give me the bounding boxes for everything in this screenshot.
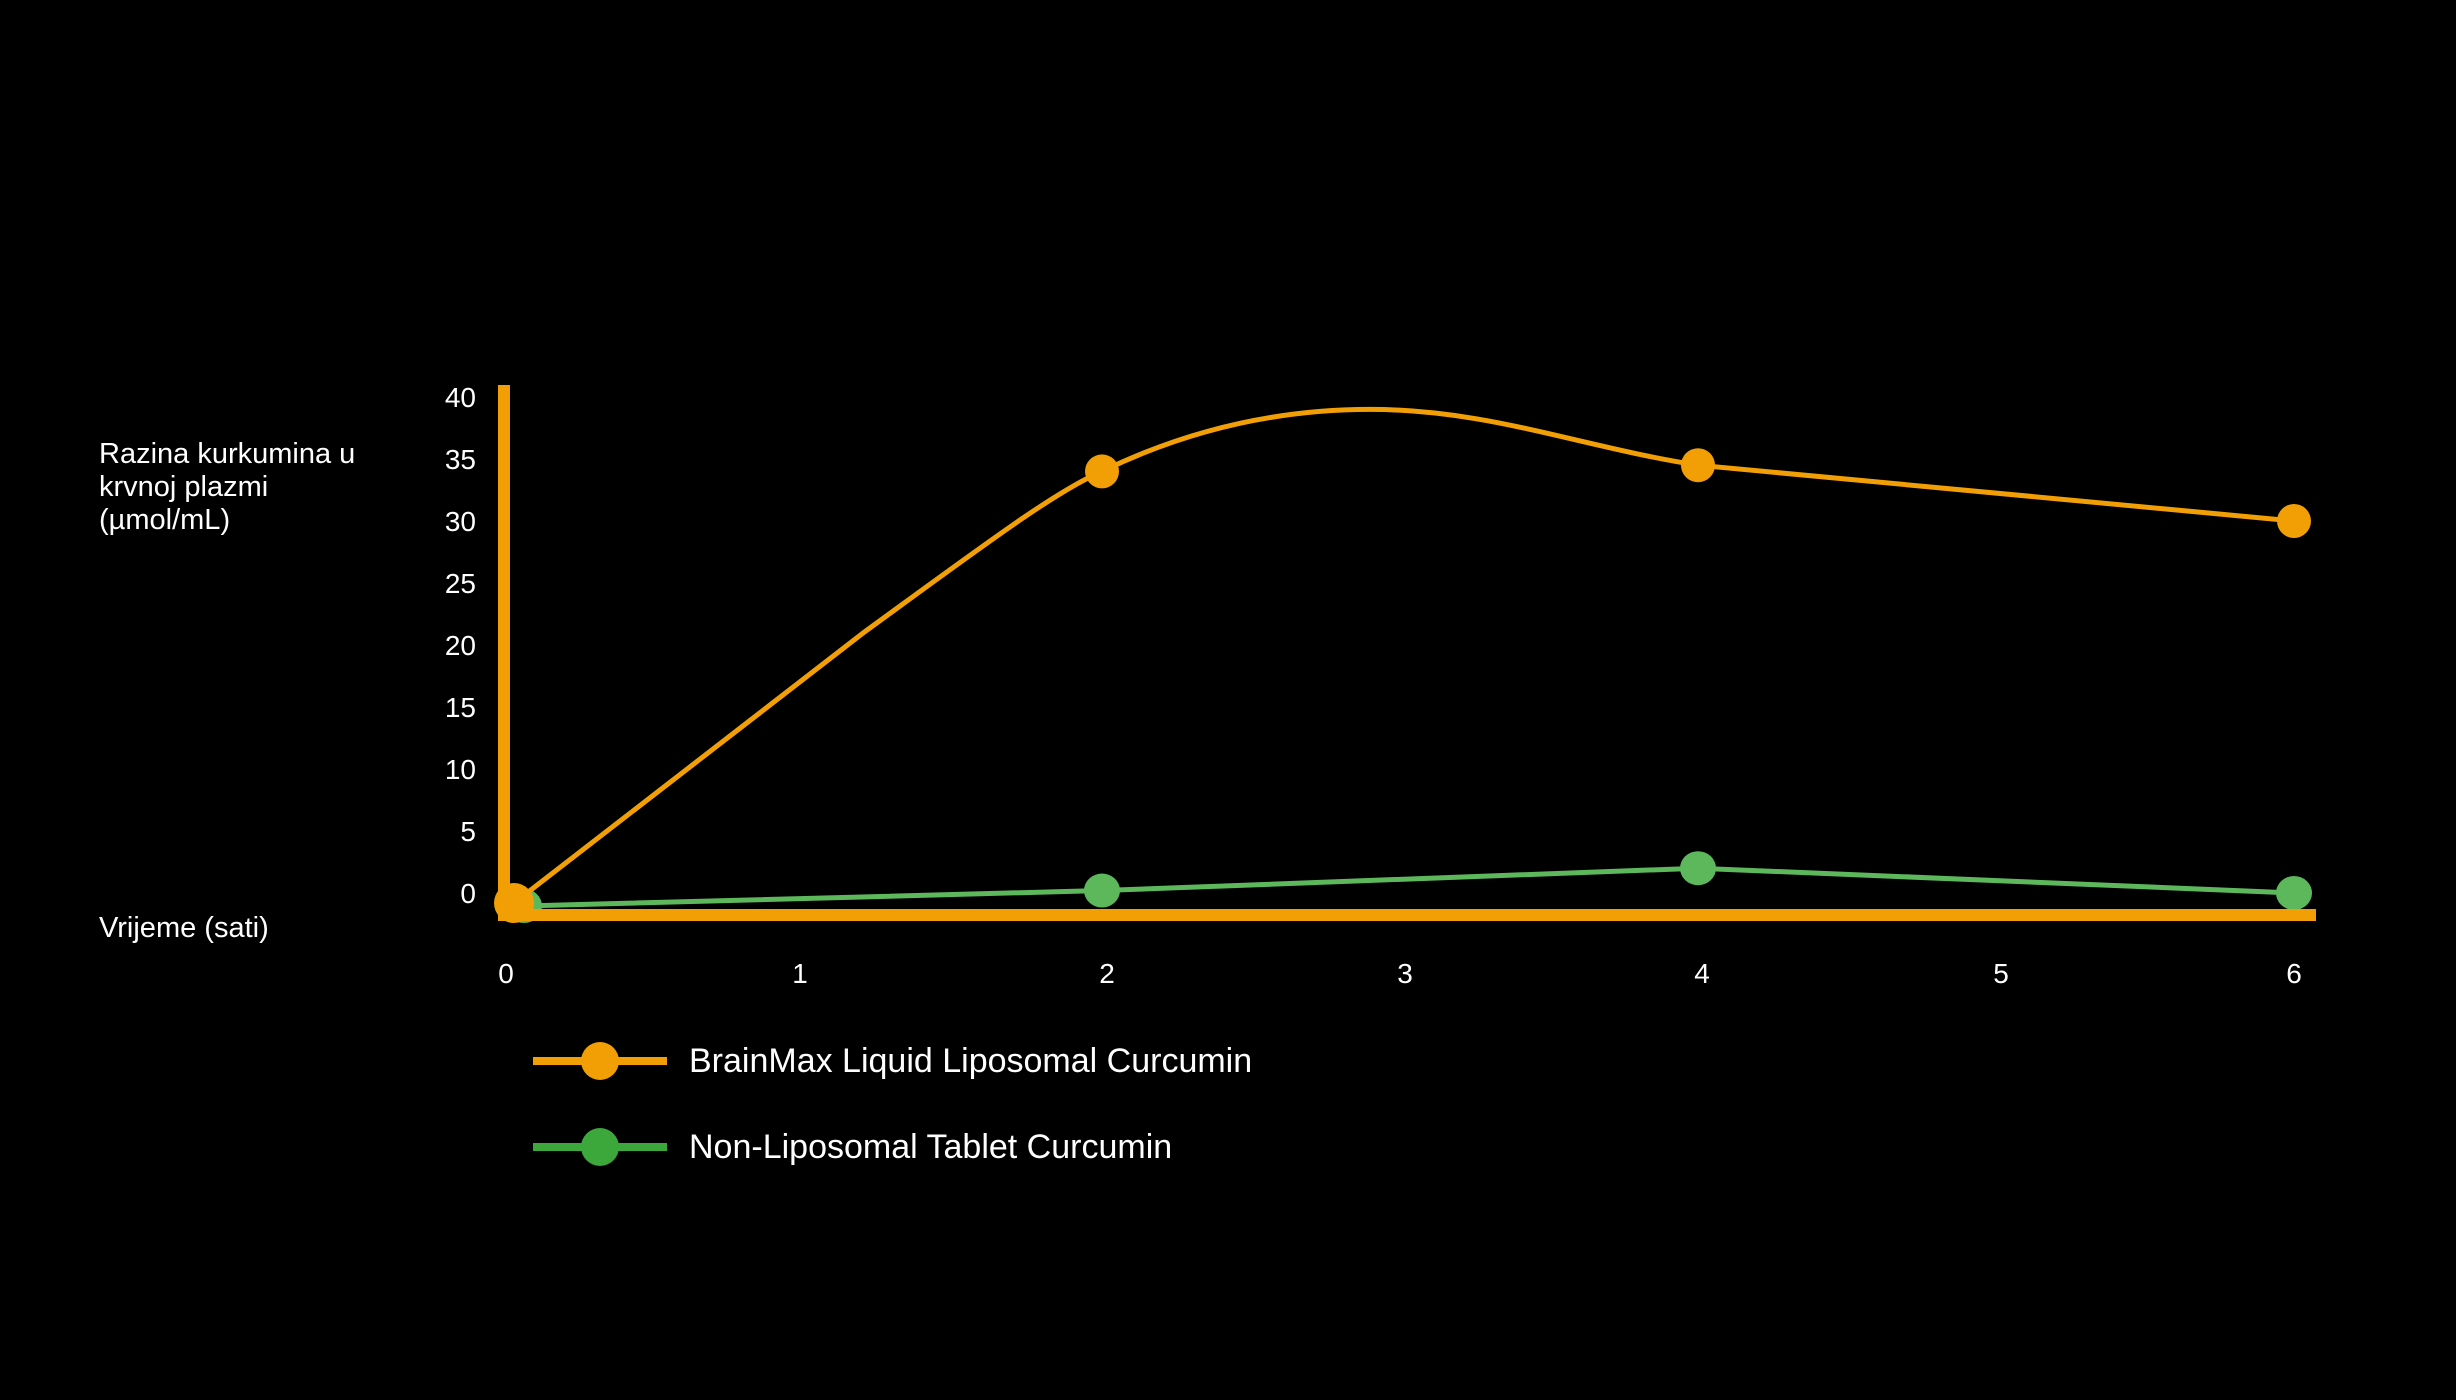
y-tick-label: 35 [445, 444, 476, 475]
legend-item-non-liposomal: Non-Liposomal Tablet Curcumin [533, 1104, 1252, 1190]
legend-label: BrainMax Liquid Liposomal Curcumin [689, 1041, 1253, 1080]
legend-label: Non-Liposomal Tablet Curcumin [689, 1127, 1173, 1166]
y-tick-label: 25 [445, 568, 476, 599]
x-tick-label: 6 [2286, 958, 2302, 989]
x-tick-label: 2 [1099, 958, 1115, 989]
legend: BrainMax Liquid Liposomal Curcumin Non-L… [533, 1018, 1252, 1190]
data-point-non-liposomal [2276, 876, 2312, 910]
y-axis-title: Razina kurkumina u krvnoj plazmi (µmol/m… [99, 438, 356, 536]
y-axis-ticks: 0 5 10 15 20 25 30 35 40 [445, 382, 476, 909]
data-point-non-liposomal [1084, 873, 1120, 908]
x-tick-label: 3 [1397, 958, 1413, 989]
data-point-brainmax [1681, 448, 1715, 483]
y-tick-label: 15 [445, 692, 476, 723]
x-axis-title: Vrijeme (sati) [99, 912, 269, 944]
legend-marker-green-icon [533, 1127, 669, 1167]
x-tick-label: 1 [792, 958, 808, 989]
y-tick-label: 0 [460, 878, 476, 909]
x-axis-line [498, 909, 2316, 921]
data-point-brainmax [1085, 454, 1119, 489]
y-tick-label: 20 [445, 630, 476, 661]
x-axis-ticks: 0 1 2 3 4 5 6 [498, 958, 2302, 989]
y-tick-label: 40 [445, 382, 476, 413]
x-tick-label: 0 [498, 958, 514, 989]
data-point-brainmax [2277, 504, 2311, 538]
series-layer [494, 406, 2312, 923]
data-point-non-liposomal [1680, 851, 1716, 886]
y-tick-label: 5 [460, 816, 476, 847]
series-line-brainmax [512, 406, 2295, 905]
x-tick-label: 4 [1694, 958, 1710, 989]
axes [498, 385, 2316, 921]
y-axis-line [498, 385, 510, 921]
series-line-non-liposomal [523, 865, 2295, 909]
y-tick-label: 30 [445, 506, 476, 537]
legend-item-brainmax: BrainMax Liquid Liposomal Curcumin [533, 1018, 1252, 1104]
x-tick-label: 5 [1993, 958, 2009, 989]
legend-marker-orange-icon [533, 1041, 669, 1081]
y-tick-label: 10 [445, 754, 476, 785]
